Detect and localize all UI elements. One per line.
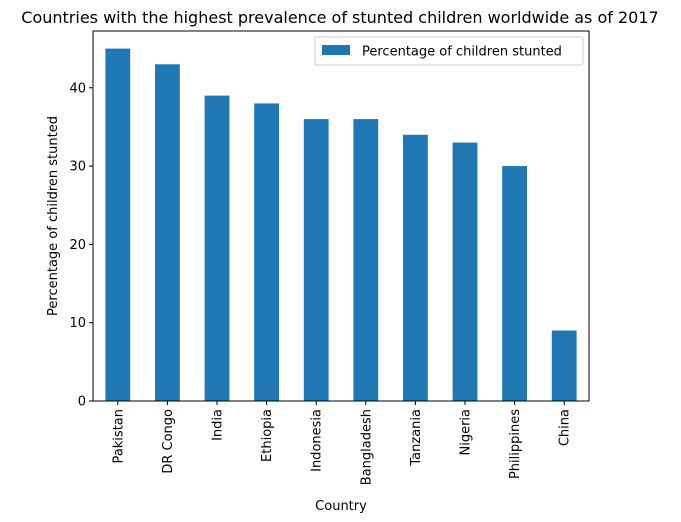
x-axis: Pakistan DR Congo India Ethiopia Indonesia Ba…: [111, 401, 573, 485]
x-tick-label: Indonesia: [310, 409, 325, 472]
bar-nigeria: [452, 142, 478, 402]
legend-box: [314, 36, 584, 66]
legend: Percentage of children stunted: [314, 36, 584, 66]
x-tick-label: Pakistan: [111, 409, 126, 463]
plot-frame: [92, 30, 590, 402]
bar-tanzania: [403, 134, 428, 402]
bar-ethiopia: [254, 103, 279, 401]
bar-china: [551, 330, 577, 401]
bar-dr-congo: [155, 64, 180, 401]
x-tick-label: India: [211, 409, 226, 441]
chart-title: Countries with the highest prevalence of…: [21, 8, 658, 27]
bar-indonesia: [303, 119, 329, 401]
bar-philippines: [502, 166, 527, 401]
x-tick-label: Philippines: [508, 409, 523, 479]
y-axis: 0 10 20 30 40: [69, 81, 93, 410]
y-tick-label: 0: [78, 395, 86, 410]
x-tick-label: Ethiopia: [260, 409, 275, 462]
y-axis-label: Percentage of children stunted: [46, 116, 61, 316]
bar-bangladesh: [353, 119, 379, 401]
bars-group: [105, 48, 577, 402]
x-axis-label: Country: [315, 499, 367, 514]
x-tick-label: China: [558, 409, 573, 446]
y-tick-label: 10: [69, 316, 86, 331]
legend-label: Percentage of children stunted: [362, 45, 562, 60]
x-tick-label: Tanzania: [409, 409, 424, 467]
bar-india: [204, 95, 230, 401]
x-tick-label: Bangladesh: [359, 409, 374, 485]
legend-swatch: [322, 45, 350, 55]
y-tick-label: 30: [69, 160, 86, 175]
y-tick-label: 40: [69, 81, 86, 96]
x-tick-label: DR Congo: [161, 409, 176, 474]
bar-pakistan: [105, 48, 131, 401]
x-tick-label: Nigeria: [459, 409, 474, 456]
y-tick-label: 20: [69, 238, 86, 253]
